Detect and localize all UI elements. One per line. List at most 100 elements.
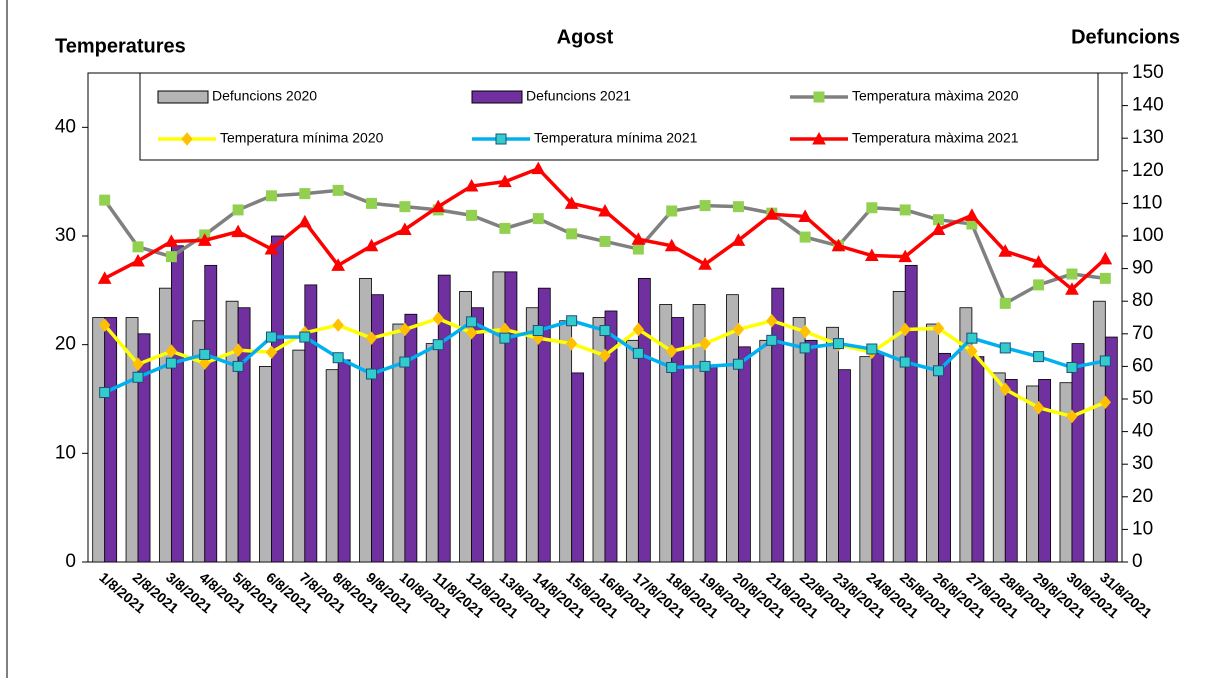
marker (365, 331, 378, 345)
bar (1059, 382, 1073, 563)
marker (1098, 251, 1113, 265)
marker (732, 201, 744, 213)
y-tick-label: 20 (55, 334, 76, 355)
legend-swatch (157, 90, 209, 104)
y-tick-label: 40 (55, 116, 76, 137)
marker (165, 251, 177, 263)
legend-swatch (471, 90, 523, 104)
marker (165, 344, 178, 358)
bar (671, 317, 685, 563)
y2-tick-label: 70 (1132, 323, 1153, 344)
bar (904, 264, 918, 563)
marker (499, 222, 511, 234)
marker (199, 356, 211, 370)
marker (698, 257, 712, 270)
bar (1071, 343, 1085, 563)
marker (666, 205, 678, 217)
marker (332, 318, 344, 332)
bar (204, 264, 218, 563)
marker (699, 336, 711, 351)
bar (104, 317, 118, 563)
marker (332, 352, 344, 364)
marker (699, 200, 711, 212)
marker (566, 315, 578, 327)
marker (132, 357, 144, 372)
marker (766, 313, 778, 328)
y2-tick-label: 50 (1132, 388, 1153, 409)
bar (826, 326, 839, 563)
marker (1099, 395, 1111, 410)
bar (992, 372, 1006, 563)
marker (699, 360, 711, 372)
marker (499, 332, 511, 344)
marker (598, 203, 612, 217)
marker (132, 241, 144, 253)
bar (704, 365, 718, 563)
bar (92, 317, 106, 563)
legend-marker (813, 91, 825, 103)
marker (399, 201, 411, 213)
marker (832, 338, 844, 350)
marker (632, 243, 644, 255)
line (103, 166, 1107, 292)
marker (1033, 279, 1045, 291)
bar (804, 339, 818, 563)
marker (632, 322, 645, 337)
marker (932, 321, 945, 336)
bar (1004, 379, 1018, 563)
marker (99, 318, 111, 332)
marker (532, 325, 544, 337)
bar (759, 339, 773, 563)
bar (504, 271, 518, 563)
marker (732, 322, 745, 337)
y2-tick-label: 40 (1132, 421, 1153, 442)
marker (399, 356, 411, 368)
bar (604, 310, 618, 563)
marker (565, 336, 578, 351)
marker (966, 344, 978, 358)
marker (798, 209, 812, 222)
marker (232, 204, 244, 216)
marker (965, 208, 979, 221)
marker (299, 188, 311, 200)
y2-tick-label: 30 (1132, 453, 1153, 474)
y-tick-label: 10 (55, 442, 76, 463)
marker (866, 343, 878, 355)
bar (1092, 300, 1106, 563)
bar (838, 369, 851, 563)
marker (599, 325, 611, 337)
bar (271, 235, 284, 563)
bar (871, 352, 885, 563)
marker (898, 249, 913, 263)
marker (197, 233, 212, 246)
marker (1065, 282, 1079, 295)
marker (299, 331, 311, 343)
bar (158, 287, 172, 563)
marker (466, 209, 478, 221)
marker (265, 345, 278, 360)
marker (164, 234, 179, 247)
y2-tick-label: 0 (1132, 551, 1143, 572)
marker (999, 342, 1011, 354)
marker (599, 235, 611, 247)
marker (532, 213, 544, 225)
marker (831, 238, 846, 252)
marker (998, 244, 1013, 257)
bar (304, 284, 318, 563)
bar (137, 333, 151, 563)
marker (631, 232, 646, 245)
marker (165, 357, 177, 369)
bar (325, 369, 339, 563)
marker (866, 202, 878, 214)
marker (265, 190, 277, 202)
legend-label: Temperatura mínima 2020 (220, 130, 384, 146)
bar (225, 300, 239, 563)
bar (1038, 379, 1052, 563)
y2-tick-label: 60 (1132, 355, 1153, 376)
marker (265, 331, 277, 343)
marker (599, 348, 611, 363)
marker (1031, 255, 1046, 268)
marker (999, 297, 1011, 309)
legend-marker (812, 131, 826, 145)
bar (971, 356, 985, 563)
